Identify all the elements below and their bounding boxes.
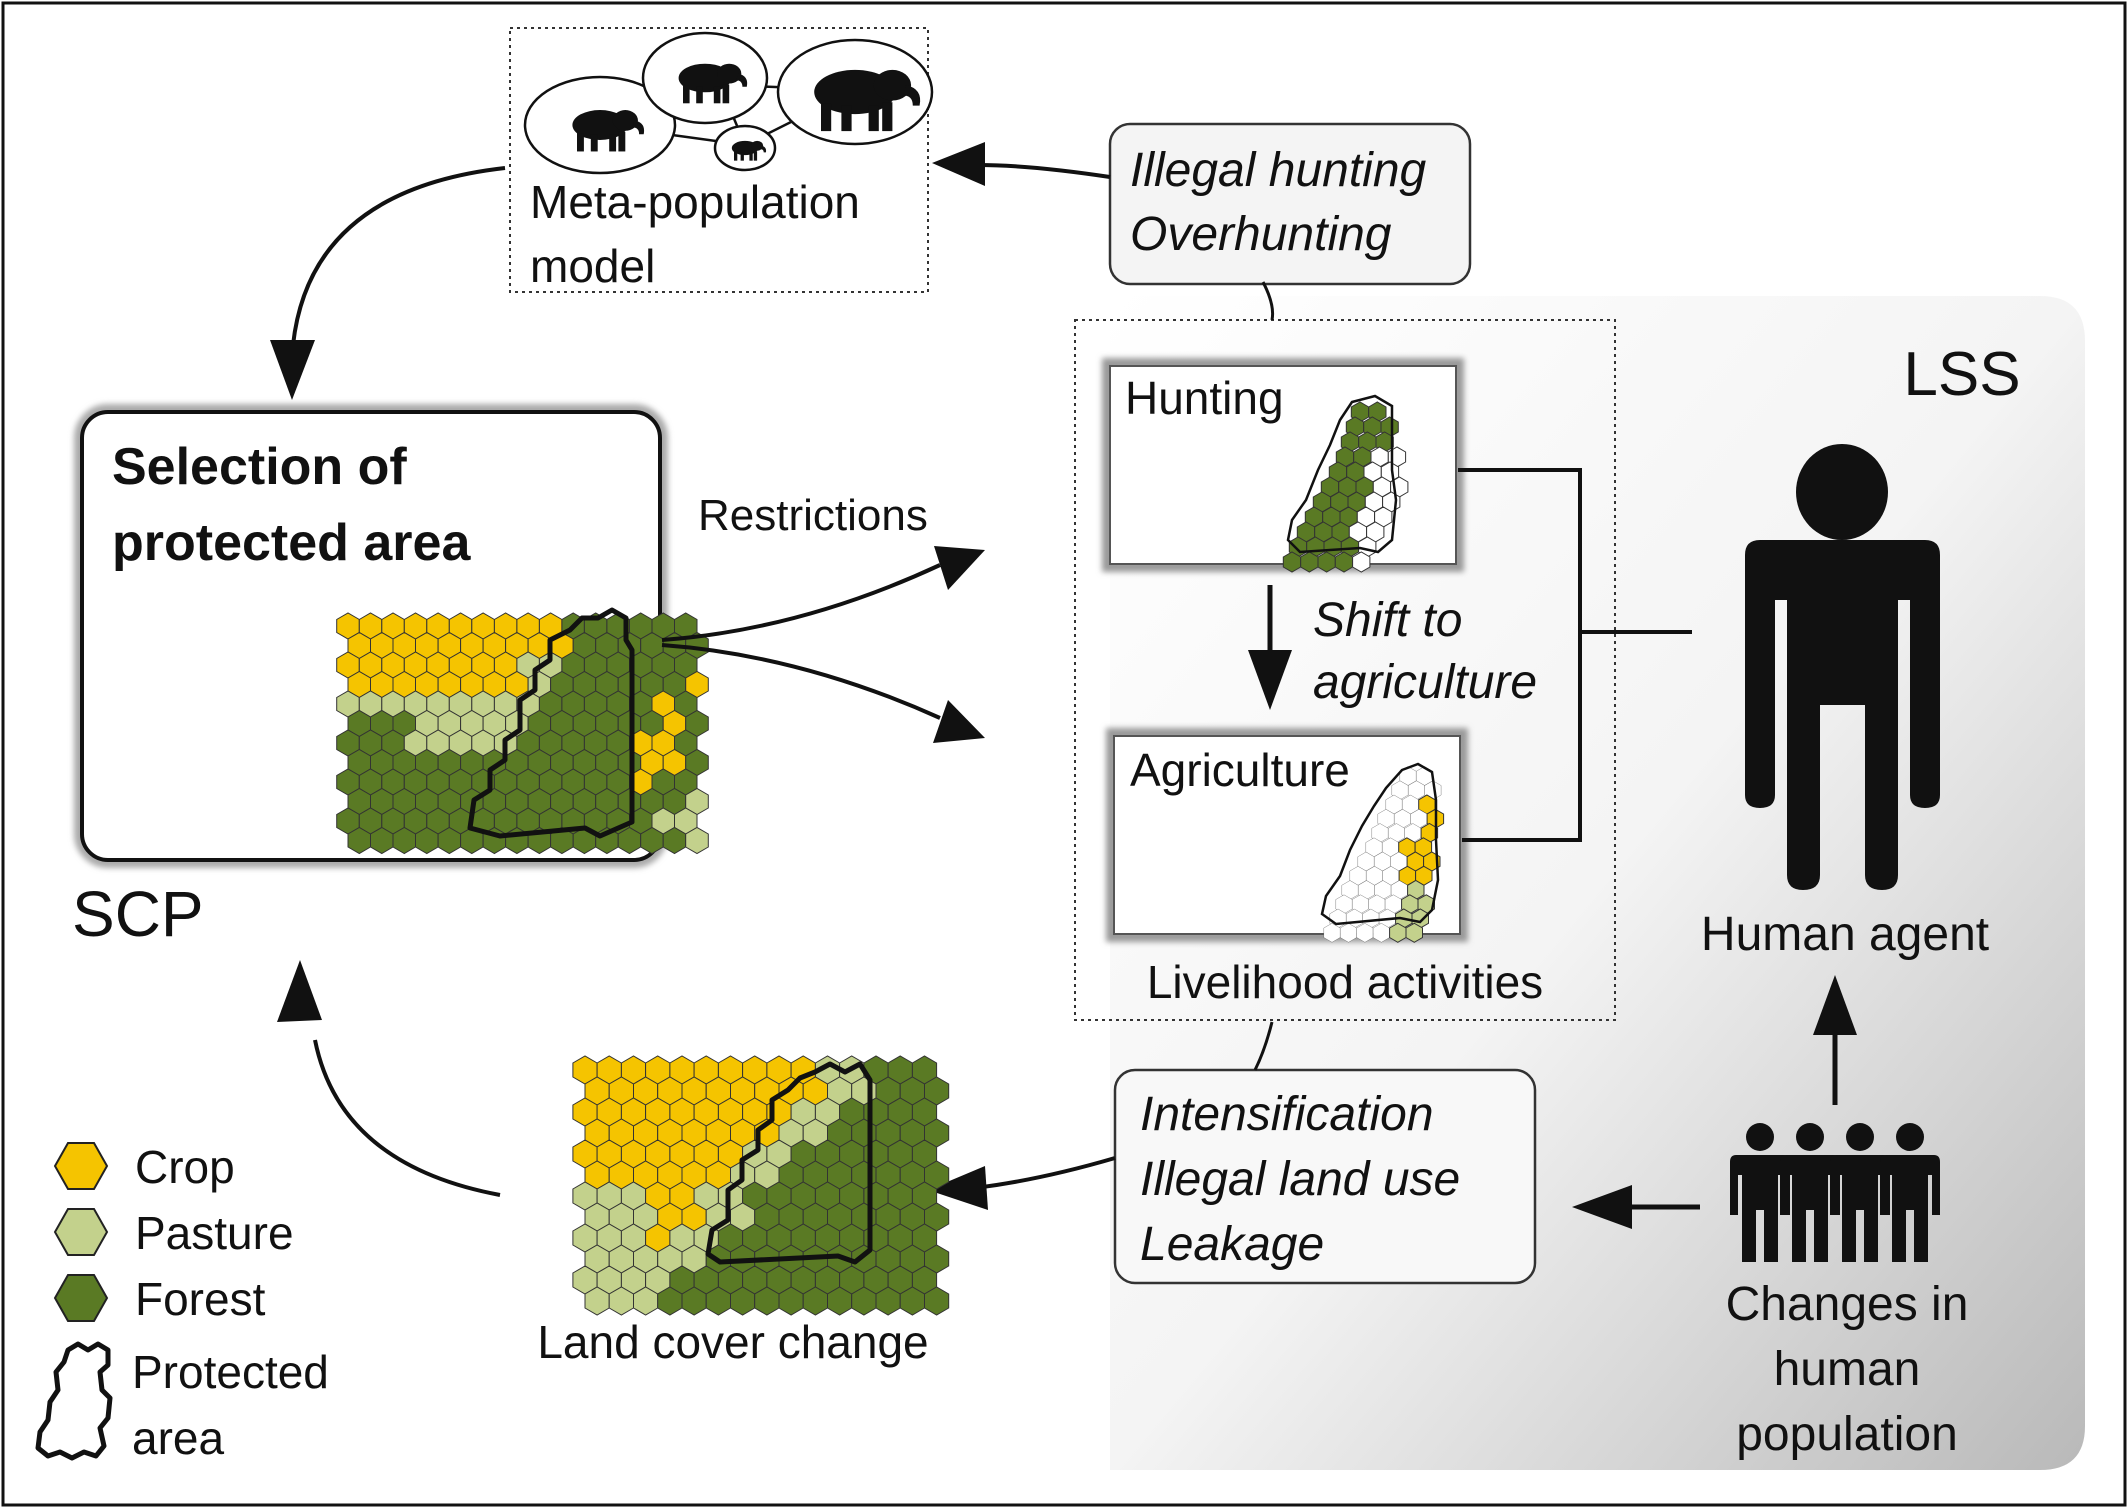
hex-cell (924, 1286, 950, 1316)
threats-bottom-label-2: Illegal land use (1140, 1153, 1460, 1206)
land-cover-label: Land cover change (537, 1316, 928, 1368)
meta-population-group: Meta-population model (509, 27, 934, 293)
meta-population-label-2: model (530, 240, 655, 292)
arrow-to-land-cover (974, 1156, 1116, 1190)
agriculture-hex-map (1320, 762, 1445, 943)
legend-pasture-label: Pasture (135, 1207, 294, 1259)
selection-label: Selection of (112, 438, 407, 496)
hunting-label: Hunting (1125, 372, 1284, 424)
threats-bottom-box (1113, 1068, 1537, 1285)
legend-forest-label: Forest (135, 1273, 266, 1325)
hex-cell (1282, 551, 1302, 573)
legend-protected-swatch (35, 1341, 113, 1461)
legend-protected-label: Protected (132, 1346, 329, 1398)
selection-label-2: protected area (112, 514, 471, 572)
legend-crop-swatch (53, 1142, 109, 1190)
changes-label: Changes in (1726, 1278, 1969, 1331)
legend-pasture-swatch (53, 1208, 109, 1256)
hex-cell (685, 826, 709, 855)
land-cover-hex-map (572, 1055, 950, 1316)
threats-top-label: Illegal hunting (1130, 144, 1427, 197)
legend-crop-label: Crop (135, 1141, 235, 1193)
arrow-to-human-agent (1813, 975, 1857, 1035)
restrictions-label: Restrictions (698, 491, 928, 540)
hex-cell (1352, 551, 1371, 573)
hex-cell (1405, 922, 1423, 943)
human-agent-label: Human agent (1701, 908, 1989, 961)
agriculture-label: Agriculture (1130, 744, 1350, 796)
shift-label-2: agriculture (1313, 656, 1537, 709)
threats-bottom-label-3: Leakage (1140, 1218, 1324, 1271)
arrow-to-scp (313, 1039, 501, 1197)
tapir-icon (731, 140, 767, 161)
human-agent-icon (1745, 444, 1940, 890)
threats-bottom-label: Intensification (1140, 1088, 1434, 1141)
tapir-icon (572, 110, 645, 152)
changes-label-3: population (1736, 1408, 1958, 1461)
hex-cell (1334, 551, 1354, 573)
threats-top-label-2: Overhunting (1130, 208, 1392, 261)
tapir-icon (678, 63, 748, 104)
scp-label: SCP (72, 878, 204, 950)
threats-top-box (1108, 122, 1472, 286)
arrow-to-meta (977, 163, 1111, 179)
protected-area-outline (467, 607, 635, 839)
connector-line (1458, 468, 1582, 842)
lss-label: LSS (1903, 340, 2020, 409)
livelihood-box (1074, 319, 1616, 1021)
meta-population-label: Meta-population (530, 176, 860, 228)
arrow-to-threats (1572, 1185, 1632, 1229)
livelihood-label: Livelihood activities (1147, 956, 1543, 1008)
shift-label: Shift to (1313, 594, 1462, 647)
legend-forest-swatch (53, 1274, 109, 1322)
people-group-icon (1730, 1123, 1940, 1262)
changes-label-2: human (1774, 1343, 1921, 1396)
hex-cell (1300, 551, 1319, 573)
legend: Crop Pasture Forest Protected area (35, 1141, 329, 1464)
restrictions-arrow (661, 563, 941, 642)
selection-hex-map (336, 607, 709, 855)
legend-protected-label-2: area (132, 1412, 224, 1464)
hex-cell (1389, 922, 1407, 943)
shift-arrowhead (1248, 650, 1292, 710)
hunting-hex-map (1282, 394, 1409, 573)
hex-cell (1317, 551, 1336, 573)
arrow-to-selection (291, 166, 506, 346)
protected-area-outline (705, 1061, 873, 1265)
tapir-icon (814, 69, 921, 132)
restrictions-arrow-2 (661, 643, 941, 720)
